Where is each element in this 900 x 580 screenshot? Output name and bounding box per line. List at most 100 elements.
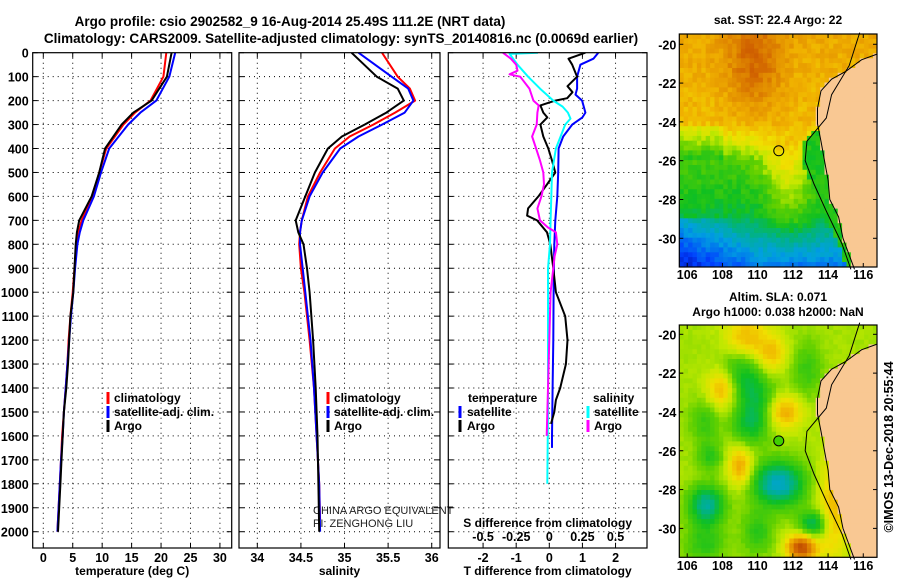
land-cell [850, 499, 856, 505]
land-cell [837, 106, 843, 113]
ocean-cell [793, 77, 799, 83]
ocean-cell [758, 499, 764, 505]
ocean-cell [776, 38, 781, 45]
x-tick-label: 1 [579, 551, 586, 565]
land-cell [864, 203, 869, 210]
ocean-cell [767, 388, 773, 394]
land-cell [855, 402, 861, 408]
land-cell [855, 232, 861, 239]
ocean-cell [692, 548, 698, 554]
ocean-cell [828, 72, 834, 79]
ocean-cell [784, 451, 790, 457]
ocean-cell [784, 363, 790, 370]
land-cell [833, 203, 839, 210]
ocean-cell [758, 368, 764, 374]
land-cell [855, 257, 861, 263]
ocean-cell [789, 528, 795, 535]
ocean-cell [692, 111, 698, 117]
ocean-cell [771, 373, 777, 379]
ocean-cell [701, 77, 707, 83]
ocean-cell [705, 213, 711, 219]
land-cell [846, 228, 852, 234]
land-cell [820, 412, 825, 418]
ocean-cell [696, 38, 702, 45]
land-cell [864, 538, 869, 544]
ocean-cell [784, 329, 790, 336]
land-cell [842, 431, 847, 437]
ocean-cell [710, 145, 715, 151]
ocean-cell [767, 252, 773, 258]
ocean-cell [833, 48, 839, 54]
ocean-cell [705, 232, 711, 239]
ocean-cell [789, 140, 795, 146]
ocean-cell [745, 223, 751, 229]
ocean-cell [705, 218, 711, 224]
ocean-cell [776, 53, 781, 59]
ocean-cell [692, 34, 698, 40]
ocean-cell [789, 422, 795, 428]
land-cell [873, 523, 878, 530]
ocean-cell [833, 339, 839, 345]
ocean-cell [815, 150, 821, 156]
ocean-cell [798, 494, 803, 501]
land-cell [824, 126, 830, 132]
ocean-cell [688, 499, 693, 505]
ocean-cell [758, 407, 764, 413]
ocean-cell [776, 349, 781, 355]
ocean-cell [820, 368, 825, 374]
ocean-cell [745, 252, 751, 258]
land-cell [873, 145, 878, 151]
ocean-cell [780, 72, 786, 79]
ocean-cell [758, 523, 764, 530]
land-cell [833, 426, 839, 433]
land-cell [846, 223, 852, 229]
ocean-cell [740, 426, 746, 433]
depth-tick-label: 700 [8, 214, 29, 228]
ocean-cell [727, 426, 733, 433]
ocean-cell [758, 485, 764, 491]
ocean-cell [789, 523, 795, 530]
ocean-cell [767, 145, 773, 151]
ocean-cell [793, 422, 799, 428]
land-cell [859, 184, 865, 190]
ocean-cell [718, 135, 724, 142]
land-cell [846, 417, 852, 423]
ocean-cell [802, 533, 808, 539]
ocean-cell [784, 514, 790, 520]
ocean-cell [824, 480, 830, 486]
ocean-cell [833, 354, 839, 360]
ocean-cell [798, 485, 803, 491]
ocean-cell [820, 441, 825, 447]
ocean-cell [732, 53, 737, 59]
land-cell [828, 126, 834, 132]
ocean-cell [758, 383, 764, 389]
series-argo-line [294, 52, 405, 532]
ocean-cell [701, 383, 707, 389]
ocean-cell [723, 334, 729, 340]
land-cell [850, 359, 856, 365]
ocean-cell [749, 431, 755, 437]
ocean-cell [789, 116, 795, 122]
ocean-cell [798, 480, 803, 486]
land-cell [873, 247, 878, 253]
ocean-cell [802, 53, 808, 59]
ocean-cell [683, 460, 689, 467]
ocean-cell [842, 334, 847, 340]
ocean-cell [784, 53, 790, 59]
ocean-cell [762, 82, 768, 88]
ocean-cell [798, 92, 803, 98]
ocean-cell [754, 155, 759, 161]
ocean-cell [736, 68, 742, 74]
ocean-cell [701, 38, 707, 45]
land-cell [833, 446, 839, 452]
ocean-cell [820, 155, 825, 161]
land-cell [859, 519, 865, 525]
ocean-cell [767, 140, 773, 146]
land-cell [842, 475, 847, 481]
ocean-cell [754, 446, 759, 452]
land-cell [855, 111, 861, 117]
ocean-cell [692, 184, 698, 190]
ocean-cell [727, 92, 733, 98]
land-cell [855, 252, 861, 258]
ocean-cell [749, 160, 755, 166]
